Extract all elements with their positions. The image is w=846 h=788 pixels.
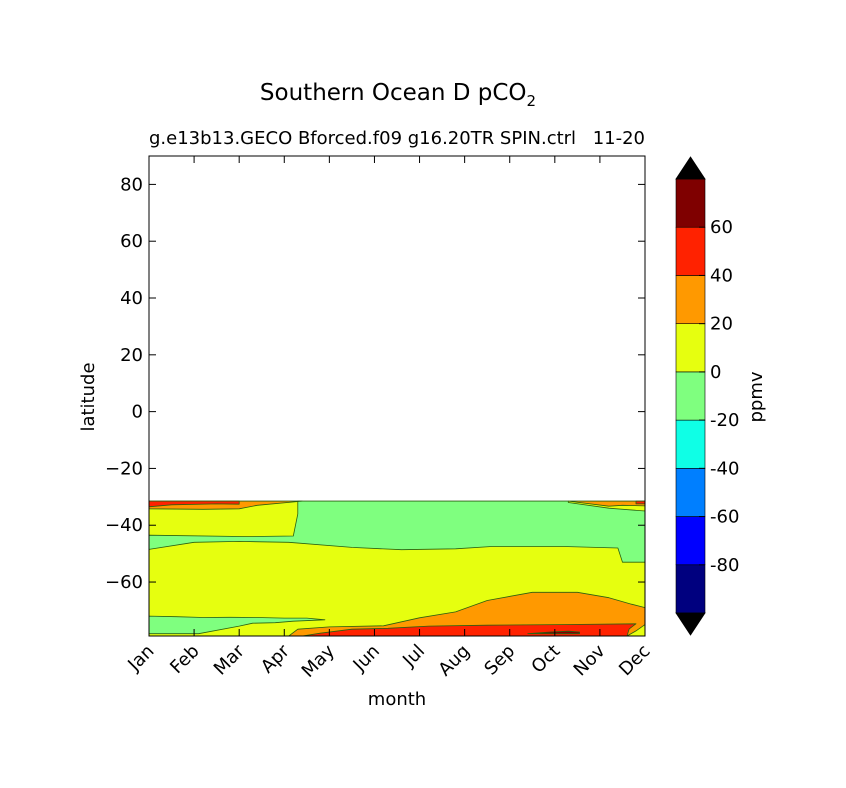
y-axis-label: latitude	[78, 362, 99, 431]
y-tick-label: −40	[105, 515, 143, 536]
colorbar-tick-label: -60	[710, 507, 739, 528]
x-tick-label: Apr	[257, 640, 294, 677]
colorbar-tick-label: 0	[710, 362, 721, 383]
colorbar-swatch	[675, 323, 706, 373]
x-tick-label: Dec	[615, 641, 654, 680]
colorbar-tick-label: -40	[710, 458, 739, 479]
colorbar-extend-low	[675, 612, 706, 636]
plot-frame	[148, 155, 646, 637]
contour-region-4	[567, 500, 646, 507]
y-tick-labels: 80 60 40 20 0 −20 −40 −60	[105, 174, 143, 593]
colorbar: 60 40 20 0 -20 -40 -60 -80	[675, 156, 739, 636]
contour-regions	[148, 500, 646, 637]
colorbar-swatch	[675, 516, 706, 566]
y-tick-label: 80	[120, 174, 143, 195]
y-tick-label: −20	[105, 458, 143, 479]
colorbar-tick-label: 40	[710, 265, 733, 286]
colorbar-swatch	[675, 371, 706, 421]
x-tick-label: Jan	[123, 641, 158, 676]
y-tick-label: 0	[132, 402, 143, 423]
contour-region-7	[635, 500, 646, 505]
x-tick-label: Feb	[166, 641, 203, 678]
y-tick-label: 40	[120, 288, 143, 309]
x-axis-label: month	[368, 689, 426, 710]
chart-subtitle-right: 11-20	[593, 128, 645, 149]
colorbar-swatch	[675, 226, 706, 276]
x-tick-labels: Jan Feb Mar Apr May Jun Jul Aug Sep Oct Nov Dec	[123, 640, 654, 682]
x-tick-label: Aug	[434, 641, 474, 681]
colorbar-swatch	[675, 275, 706, 324]
x-tick-label: Mar	[210, 640, 249, 679]
x-tick-label: Sep	[480, 641, 519, 680]
x-tick-label: May	[298, 640, 339, 681]
colorbar-swatch	[675, 564, 706, 614]
colorbar-extend-high	[675, 156, 706, 180]
y-tick-label: 60	[120, 231, 143, 252]
contour-region-9	[527, 630, 580, 635]
y-tick-label: −60	[105, 572, 143, 593]
x-tick-label: Jul	[398, 641, 429, 672]
colorbar-swatch	[675, 419, 706, 469]
colorbar-tick-label: 20	[710, 314, 733, 335]
colorbar-swatch	[675, 178, 706, 228]
plot-area	[148, 155, 646, 637]
x-tick-label: Oct	[527, 641, 564, 678]
colorbar-tick-label: -20	[710, 410, 739, 431]
y-tick-label: 20	[120, 345, 143, 366]
chart-subtitle-left: g.e13b13.GECO Bforced.f09 g16.20TR SPIN.…	[149, 128, 576, 149]
x-tick-label: Nov	[570, 640, 610, 680]
contour-region-2	[148, 615, 326, 635]
chart-title: Southern Ocean D pCO2	[260, 80, 536, 110]
colorbar-tick-label: 60	[710, 217, 733, 238]
colorbar-tick-label: -80	[710, 555, 739, 576]
x-tick-label: Jun	[349, 641, 384, 676]
axis-ticks	[148, 156, 646, 636]
colorbar-label: ppmv	[746, 371, 767, 422]
colorbar-swatch	[675, 468, 706, 517]
contour-region-1	[148, 500, 646, 563]
